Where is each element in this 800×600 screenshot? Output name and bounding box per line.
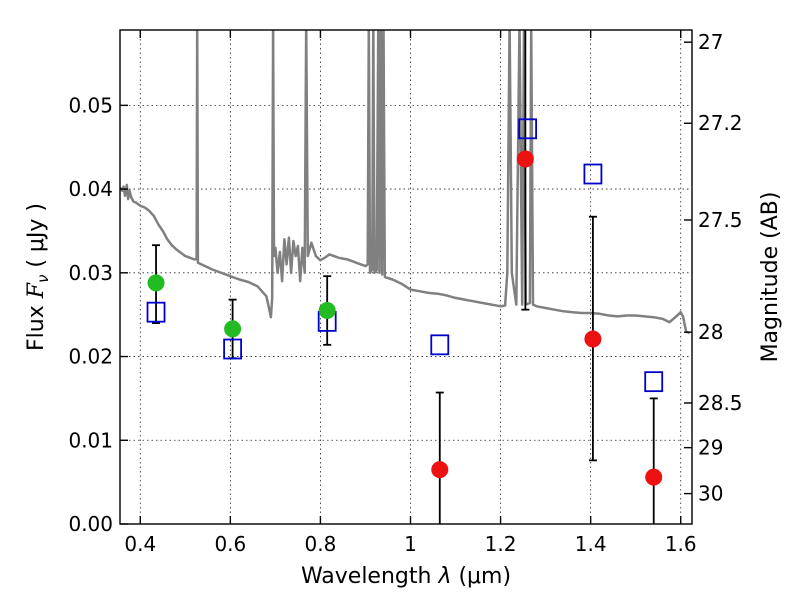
mag-tick-label: 27.5 [698, 208, 743, 232]
x-tick-label: 1.4 [575, 532, 607, 556]
x-axis-label-text: Wavelength [301, 564, 439, 589]
template-spectrum [120, 30, 691, 335]
y-axis-label: Flux Fν ( μJy ) [24, 203, 52, 351]
x-tick-label: 1.6 [665, 532, 697, 556]
mag-tick-label: 29 [698, 436, 723, 460]
error-bars [152, 30, 658, 524]
model-point [146, 301, 166, 323]
y-tick-label: 0.01 [68, 428, 113, 452]
mag-tick-label: 27.2 [698, 111, 743, 135]
spectrum-line [120, 30, 691, 335]
y-tick-label: 0.03 [68, 261, 113, 285]
x-axis-label-units: (μm) [451, 564, 511, 589]
model-point [644, 371, 664, 393]
red-point [431, 461, 449, 479]
model-point [583, 163, 603, 185]
observed-points [147, 150, 663, 486]
mag-tick-label: 28 [698, 320, 723, 344]
mag-tick-label: 30 [698, 482, 723, 506]
green-point [318, 301, 336, 319]
right-axis-label: Magnitude (AB) [758, 192, 783, 363]
red-point [584, 330, 602, 348]
red-point [645, 468, 663, 486]
grid-lines [120, 30, 692, 525]
y-tick-label: 0.04 [68, 177, 113, 201]
model-point [518, 118, 538, 140]
x-tick-label: 1 [404, 532, 417, 556]
x-axis-label-lambda: λ [437, 564, 451, 589]
y-axis-label-units: ( μJy ) [24, 203, 49, 275]
mag-tick-label: 27 [698, 30, 723, 54]
y-tick-label: 0.00 [68, 512, 113, 536]
y-tick-label: 0.02 [68, 345, 113, 369]
x-tick-label: 0.6 [214, 532, 246, 556]
x-tick-label: 1.2 [485, 532, 517, 556]
y-axis-label-symbol: F [24, 282, 49, 299]
red-point [516, 150, 534, 168]
mag-tick-label: 28.5 [698, 391, 743, 415]
y-axis-label-subscript: ν [34, 275, 52, 283]
green-point [224, 320, 242, 338]
green-point [147, 274, 165, 292]
x-axis-label: Wavelength λ (μm) [301, 564, 511, 589]
plot-frame [119, 29, 693, 525]
x-tick-label: 0.8 [305, 532, 337, 556]
model-point [223, 338, 242, 360]
model-points [146, 118, 664, 393]
y-tick-label: 0.05 [68, 93, 113, 117]
x-tick-label: 0.4 [124, 532, 156, 556]
axis-ticks: 0.4 0.6 0.8 1 1.2 1.4 1.6 0.00 0.01 0.02 0.03 0.04 0… [68, 30, 743, 556]
model-point [430, 334, 450, 356]
y-axis-label-text: Flux [24, 298, 49, 351]
